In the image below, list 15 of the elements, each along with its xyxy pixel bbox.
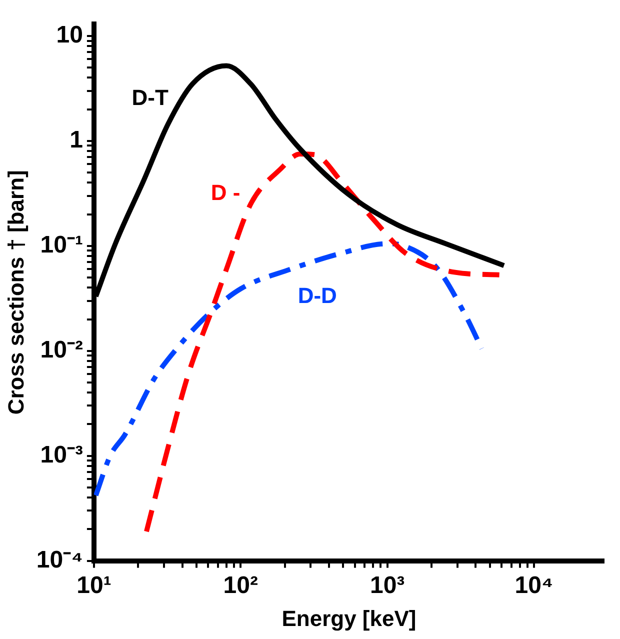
x-tick-label: 10¹ <box>76 572 112 599</box>
y-tick-label: 1 <box>70 126 83 154</box>
y-tick-label: 10⁻⁴ <box>36 546 83 574</box>
x-tick-label: 10³ <box>370 572 405 599</box>
x-tick-label: 10⁴ <box>514 572 554 599</box>
y-tick-label: 10⁻¹ <box>40 232 83 259</box>
x-axis-title: Energy [keV] <box>282 606 416 631</box>
annotation: D-D <box>298 282 337 308</box>
y-tick-label: 10⁻² <box>40 336 83 364</box>
annotation: D - <box>210 180 240 206</box>
y-tick-label: 10⁻³ <box>40 441 83 468</box>
y-tick-label: 10 <box>56 22 83 49</box>
y-axis-title: Cross sections † [barn] <box>3 170 28 415</box>
annotation: D-T <box>132 85 169 110</box>
x-tick-label: 10² <box>223 572 258 599</box>
